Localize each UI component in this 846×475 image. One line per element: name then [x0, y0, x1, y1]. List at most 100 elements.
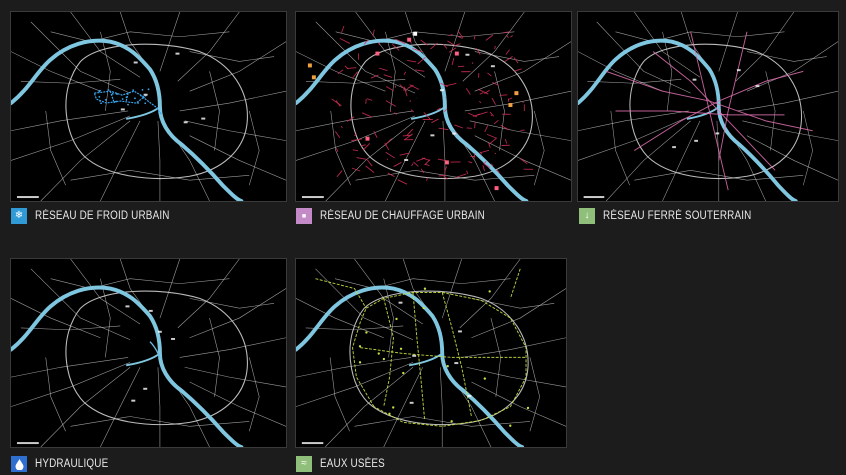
- sewer-node: [365, 331, 368, 334]
- street: [177, 259, 240, 329]
- street: [159, 12, 181, 72]
- network-pipe: [336, 170, 343, 178]
- network-pipe: [354, 133, 357, 137]
- network-pipe: [468, 112, 478, 118]
- paris-map-ferre: [578, 12, 838, 201]
- street: [718, 12, 738, 72]
- network-pipe: [500, 124, 510, 131]
- network-pipe: [487, 72, 492, 77]
- network-pipe: [385, 151, 395, 159]
- rail-line: [718, 31, 748, 161]
- network-node: [141, 88, 144, 91]
- street: [802, 110, 813, 186]
- network-pipe: [454, 124, 464, 129]
- street: [330, 110, 351, 186]
- hydraulic-line: [149, 341, 161, 358]
- network-node: [132, 89, 135, 92]
- street-grid: [296, 12, 571, 201]
- network-overlay: [93, 88, 163, 116]
- network-pipe: [351, 138, 363, 142]
- network-pipe: [361, 112, 373, 118]
- facility-marker: [454, 51, 459, 56]
- street: [20, 78, 121, 84]
- network-pipe: [394, 38, 406, 45]
- network-pipe: [489, 137, 497, 145]
- sewer-node: [392, 406, 395, 409]
- network-pipe: [404, 89, 408, 97]
- sewer-line: [383, 298, 394, 407]
- sewer-node: [358, 361, 362, 364]
- seine-river: [578, 38, 798, 201]
- sewer-node: [402, 371, 405, 375]
- street: [40, 367, 131, 447]
- street: [578, 110, 689, 132]
- network-pipe: [379, 67, 388, 71]
- street: [179, 337, 286, 358]
- map-ferre[interactable]: [577, 11, 839, 202]
- sewer-icon: ≈: [296, 456, 312, 472]
- sewer-node: [399, 347, 403, 350]
- sewer-node: [526, 406, 530, 410]
- street: [157, 367, 161, 447]
- network-pipe: [346, 116, 355, 122]
- map-chauffage[interactable]: [295, 11, 572, 202]
- network-pipe: [367, 159, 373, 167]
- caption-hydraulique: HYDRAULIQUE: [11, 455, 120, 473]
- network-pipe: [505, 49, 510, 55]
- district-marker: [412, 354, 417, 357]
- street: [742, 120, 838, 141]
- street: [459, 259, 521, 329]
- sewer-line: [373, 376, 527, 427]
- street: [100, 31, 111, 111]
- street: [184, 366, 286, 388]
- facility-marker: [365, 136, 370, 141]
- street: [184, 120, 286, 141]
- network-froid: [93, 90, 163, 116]
- network-node: [121, 98, 124, 100]
- network-pipe: [443, 176, 448, 180]
- street: [634, 12, 701, 78]
- street: [439, 367, 443, 447]
- caption-chauffage: ■ RÉSEAU DE CHAUFFAGE URBAIN: [296, 207, 512, 225]
- peripherique-ring: [629, 43, 802, 179]
- heat-icon: ■: [296, 208, 312, 224]
- facility-marker: [375, 51, 380, 56]
- network-node: [142, 96, 145, 99]
- map-froid[interactable]: [10, 11, 287, 202]
- street: [11, 357, 129, 378]
- network-pipe: [420, 39, 428, 46]
- street: [30, 268, 131, 340]
- network-pipe: [351, 71, 358, 79]
- network-pipe: [365, 165, 375, 173]
- sewer-node: [388, 412, 391, 415]
- peripherique-ring: [350, 43, 533, 179]
- map-background: [11, 259, 286, 447]
- street: [533, 110, 545, 186]
- facility-marker: [307, 63, 312, 68]
- street: [746, 135, 838, 181]
- district-marker: [120, 108, 125, 111]
- street: [610, 110, 630, 186]
- map-eaux[interactable]: [295, 258, 567, 448]
- network-pipe: [373, 130, 378, 139]
- street: [578, 51, 663, 92]
- peripherique-ring: [65, 290, 248, 426]
- network-pipe: [445, 82, 457, 87]
- network-pipe: [423, 112, 431, 120]
- network-pipe: [468, 161, 473, 164]
- street: [70, 170, 250, 181]
- network-pipe: [360, 144, 366, 147]
- network-pipe: [415, 69, 425, 72]
- network-pipe: [473, 35, 476, 40]
- network-pipe: [341, 25, 345, 33]
- street: [596, 21, 691, 94]
- network-overlay: [315, 268, 530, 427]
- seine-river: [11, 38, 244, 201]
- map-hydraulique[interactable]: [10, 258, 287, 448]
- network-pipe: [430, 42, 438, 50]
- network-pipe: [447, 40, 457, 47]
- network-pipe: [442, 43, 448, 49]
- network-pipe: [478, 100, 482, 104]
- drop-glyph: [15, 458, 23, 470]
- sewer-node: [395, 317, 398, 321]
